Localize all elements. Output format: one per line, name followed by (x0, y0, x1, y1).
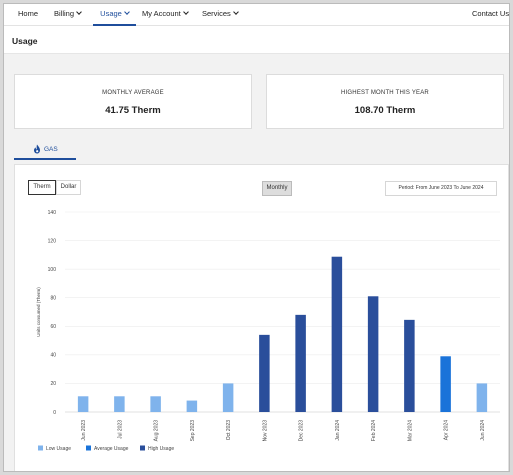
x-tick-label: Jun 2024 (480, 420, 486, 441)
bar (476, 383, 488, 412)
tab-gas[interactable]: GAS (14, 142, 76, 160)
nav-my-account[interactable]: My Account (142, 4, 189, 26)
monthly-button[interactable]: Monthly (262, 181, 292, 196)
y-tick-label: 80 (50, 296, 56, 302)
page-header: Usage (4, 26, 509, 54)
tab-gas-label: GAS (44, 146, 58, 153)
y-tick-label: 100 (48, 267, 57, 273)
bar (222, 383, 234, 412)
bar (259, 334, 270, 412)
bar (440, 356, 451, 412)
highest-month-value: 108.70 Therm (354, 105, 416, 116)
legend-swatch (86, 445, 91, 451)
bar (77, 396, 89, 412)
usage-bar-chart: 0 20 40 60 80 100 120 140 Units consumed (Therm)… (36, 210, 500, 452)
x-tick-label: Apr 2024 (444, 420, 450, 441)
y-tick-label: 20 (50, 381, 56, 387)
y-tick-label: 120 (48, 238, 57, 244)
x-tick-label: Nov 2023 (262, 420, 268, 442)
chevron-down-icon (182, 9, 189, 15)
chevron-down-icon (124, 9, 130, 15)
legend-label: Low Usage (46, 446, 71, 452)
nav-home[interactable]: Home (18, 9, 39, 18)
x-tick-label: Sep 2023 (190, 420, 196, 442)
nav-billing[interactable]: Billing (54, 4, 82, 26)
y-tick-label: 0 (53, 410, 56, 416)
period-selector[interactable]: Period: From June 2023 To June 2024 (385, 181, 497, 196)
usage-chart-panel: Therm Dollar Monthly Period: From June 2… (14, 164, 509, 471)
highest-month-label: HIGHEST MONTH THIS YEAR (341, 90, 429, 96)
therm-toggle-button[interactable]: Therm (28, 180, 56, 195)
x-tick-label: Jun 2023 (81, 420, 87, 441)
monthly-average-card: MONTHLY AVERAGE 41.75 Therm (14, 74, 252, 129)
bar (295, 314, 306, 412)
legend-swatch (38, 445, 43, 451)
y-tick-label: 60 (50, 324, 56, 330)
x-tick-label: Aug 2023 (154, 420, 160, 442)
chevron-down-icon (76, 9, 82, 15)
dollar-toggle-button[interactable]: Dollar (56, 180, 81, 195)
nav-usage[interactable]: Usage (93, 4, 136, 26)
monthly-average-label: MONTHLY AVERAGE (102, 90, 164, 96)
monthly-average-value: 41.75 Therm (105, 105, 161, 116)
x-tick-label: Mar 2024 (407, 420, 413, 441)
bar (331, 256, 343, 412)
legend-label: Average Usage (94, 446, 129, 452)
chevron-down-icon (232, 9, 239, 15)
nav-contact-us[interactable]: Contact Us (472, 9, 510, 18)
bar (150, 396, 161, 412)
bar (404, 319, 415, 412)
flame-icon (34, 144, 40, 154)
legend-swatch (140, 445, 145, 451)
app-frame: Home Billing Usage My Account Services C… (3, 3, 510, 472)
y-tick-label: 140 (48, 210, 57, 216)
page-title: Usage (12, 36, 38, 46)
x-tick-label: Jul 2023 (117, 420, 123, 439)
bar (114, 396, 125, 412)
legend-label: High Usage (148, 446, 174, 452)
y-tick-label: 40 (50, 353, 56, 359)
x-tick-label: Jan 2024 (335, 420, 341, 441)
y-axis-label: Units consumed (Therm) (36, 287, 41, 337)
bar (367, 296, 379, 412)
x-tick-label: Dec 2023 (299, 420, 305, 442)
top-navigation: Home Billing Usage My Account Services C… (4, 4, 509, 26)
nav-services[interactable]: Services (202, 4, 239, 26)
x-tick-label: Oct 2023 (226, 420, 232, 441)
bar (186, 400, 198, 412)
highest-month-card: HIGHEST MONTH THIS YEAR 108.70 Therm (266, 74, 504, 129)
x-tick-label: Feb 2024 (371, 420, 377, 441)
